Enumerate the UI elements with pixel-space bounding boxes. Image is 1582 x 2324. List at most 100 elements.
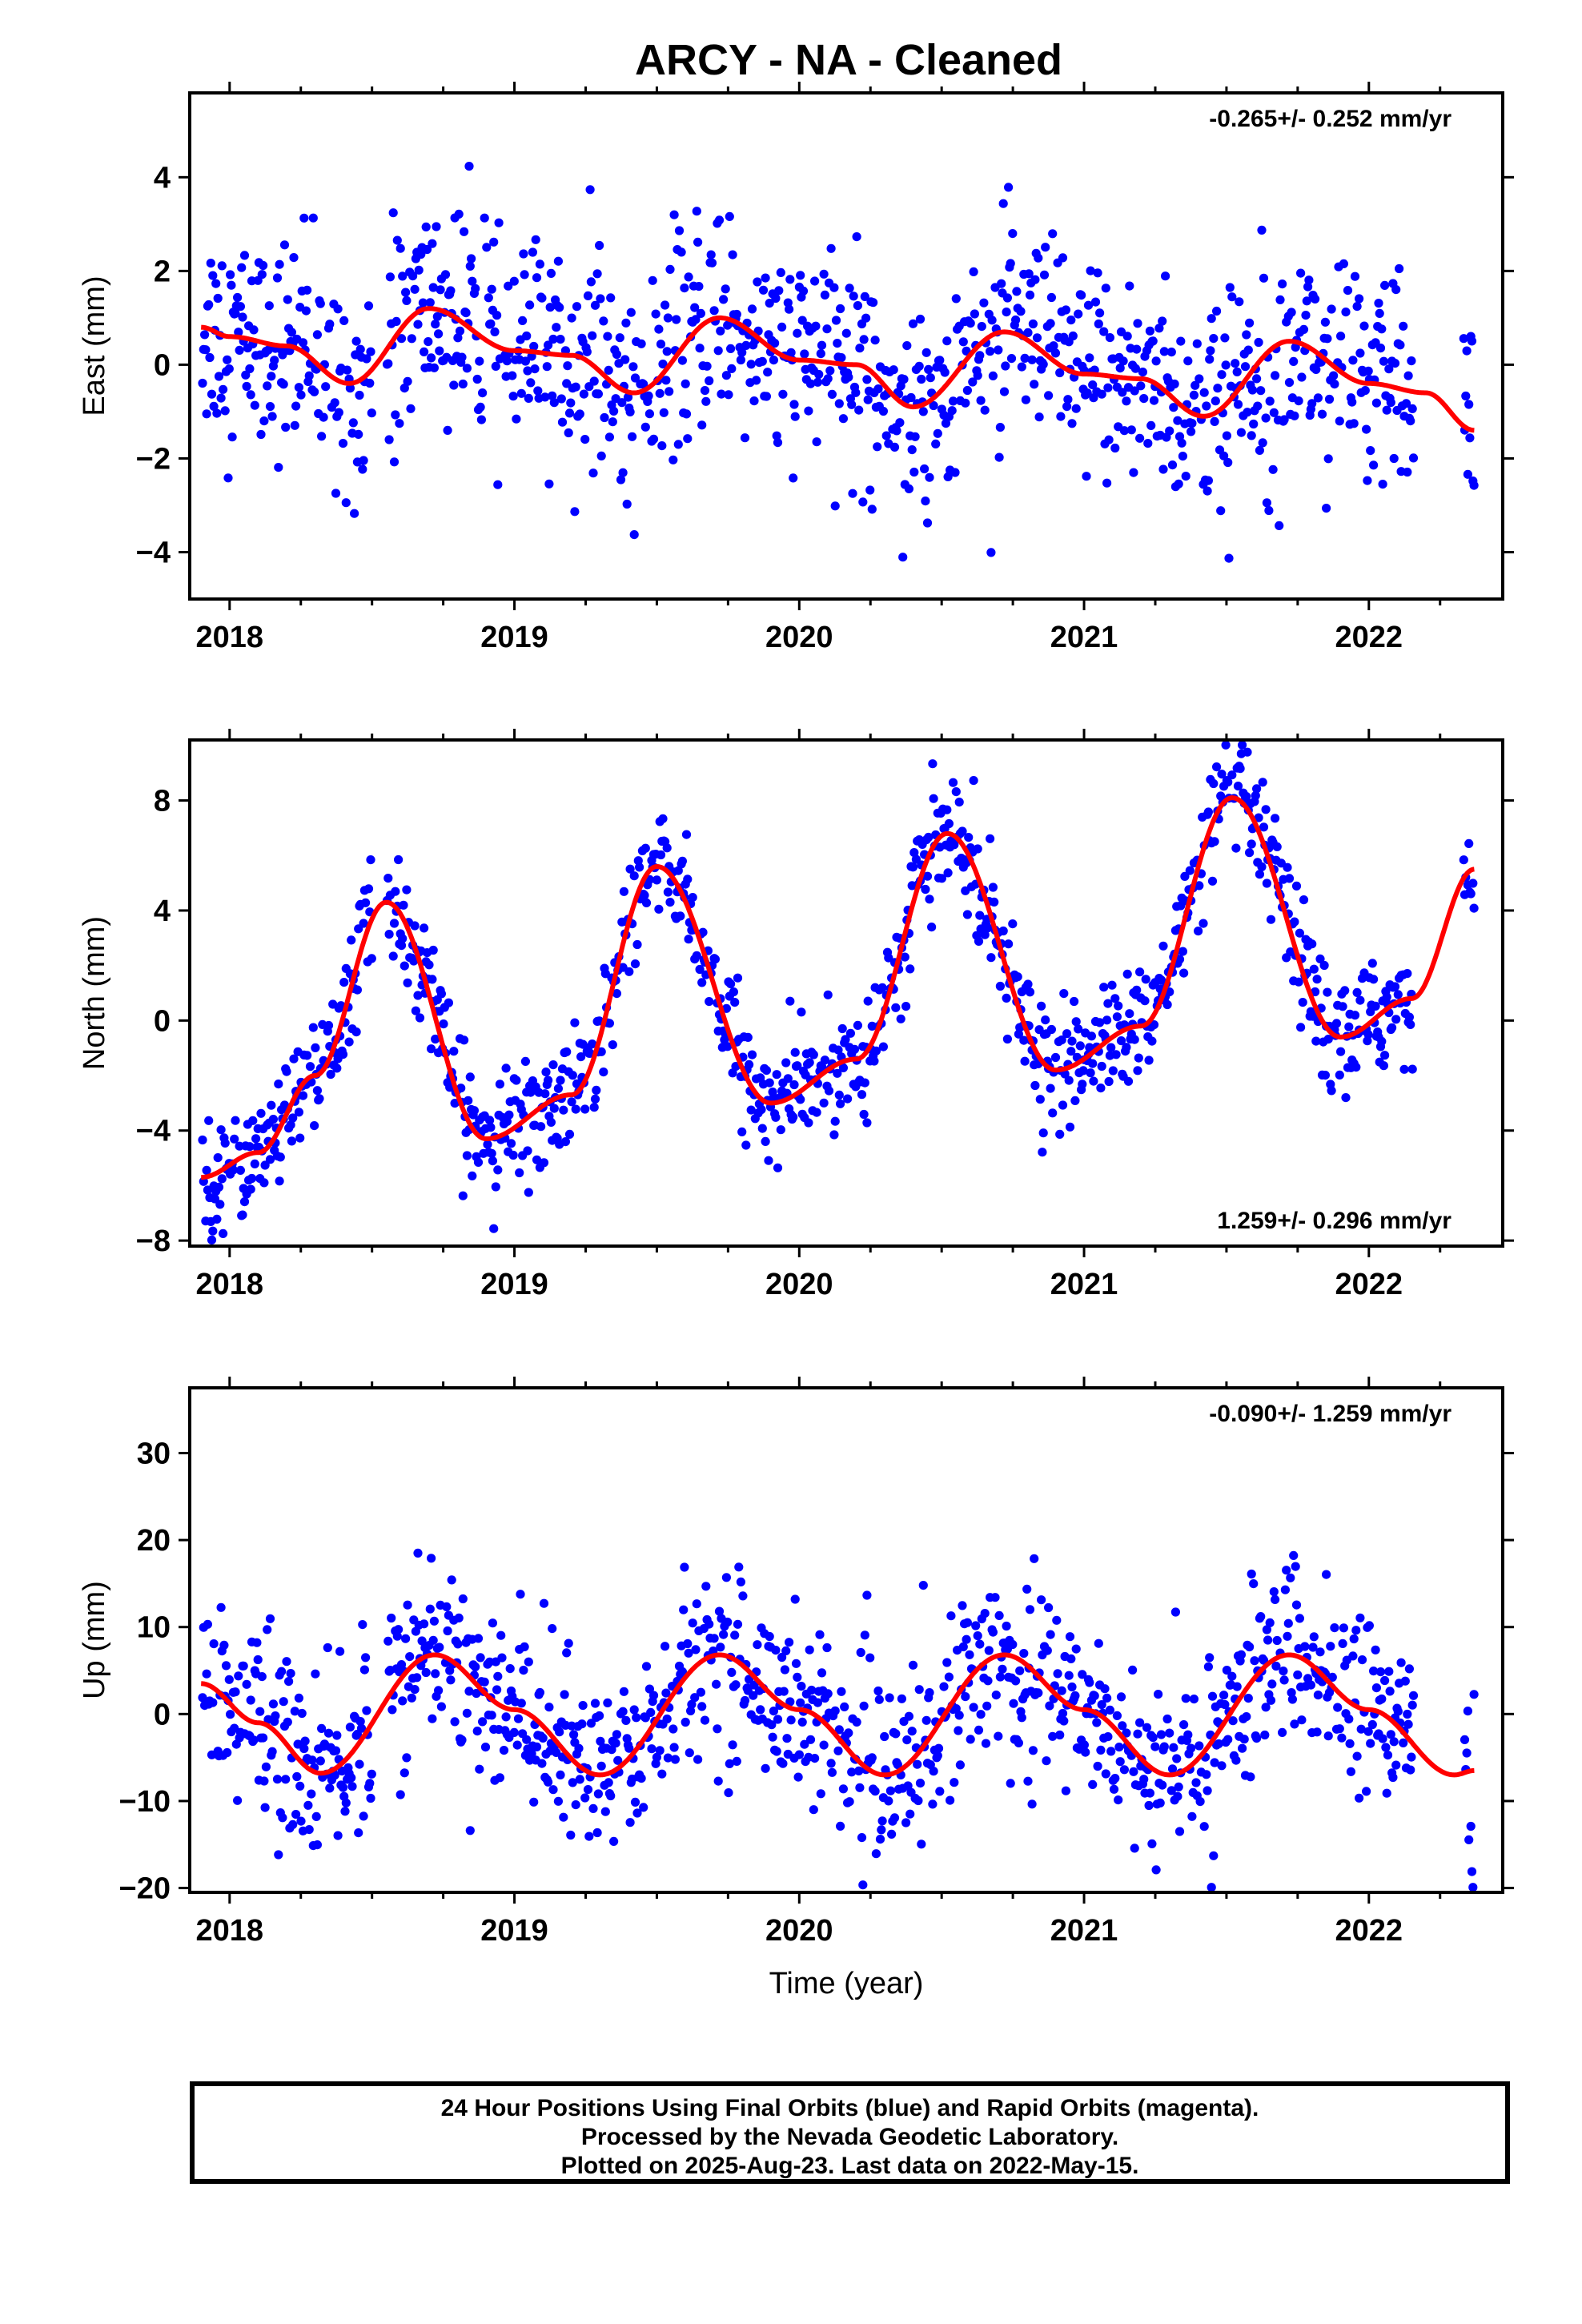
data-point xyxy=(333,304,343,314)
data-point xyxy=(1203,476,1213,485)
data-point xyxy=(859,1701,869,1711)
data-point xyxy=(420,1619,429,1629)
data-point xyxy=(330,1771,339,1780)
data-point xyxy=(781,1646,791,1655)
data-point xyxy=(1349,419,1359,428)
data-point xyxy=(394,854,404,865)
data-point xyxy=(954,798,964,807)
data-point xyxy=(731,1680,741,1690)
y-axis-label: North (mm) xyxy=(78,916,111,1070)
data-point xyxy=(520,1642,529,1651)
data-point xyxy=(516,388,526,398)
data-point xyxy=(595,240,604,251)
data-point xyxy=(1177,438,1186,448)
data-point xyxy=(1086,266,1095,275)
data-point xyxy=(910,432,920,441)
data-point xyxy=(1275,295,1285,304)
data-point xyxy=(198,1135,207,1145)
data-point xyxy=(1256,1612,1266,1622)
data-point xyxy=(1203,1662,1213,1671)
data-point xyxy=(424,337,433,347)
data-point xyxy=(475,356,484,366)
data-point xyxy=(796,1095,805,1104)
data-point xyxy=(284,1677,294,1687)
data-point xyxy=(407,1693,416,1703)
data-point xyxy=(1315,1647,1325,1657)
data-point xyxy=(519,1666,528,1675)
data-point xyxy=(539,1158,549,1168)
data-point xyxy=(761,392,772,401)
data-point xyxy=(488,1618,498,1628)
data-point xyxy=(1147,1839,1157,1848)
data-point xyxy=(311,1669,320,1679)
data-point xyxy=(399,900,408,910)
data-point xyxy=(413,320,423,329)
data-point xyxy=(679,1605,689,1614)
rate-annotation: -0.090+/- 1.259 mm/yr xyxy=(1209,1401,1452,1427)
data-point xyxy=(1317,409,1327,419)
data-point xyxy=(768,1732,777,1742)
data-point xyxy=(1322,1570,1331,1579)
data-point xyxy=(259,1776,269,1786)
data-point xyxy=(1466,1821,1476,1831)
data-point xyxy=(532,273,542,283)
data-point xyxy=(325,320,335,329)
data-point xyxy=(701,1582,711,1591)
data-point xyxy=(425,1604,435,1614)
data-point xyxy=(1272,842,1282,851)
data-point xyxy=(532,1742,542,1751)
data-point xyxy=(396,1790,405,1799)
data-point xyxy=(640,843,650,853)
data-point xyxy=(1336,1047,1346,1056)
data-point xyxy=(1359,321,1369,331)
data-point xyxy=(387,1705,397,1715)
data-point xyxy=(889,442,900,452)
data-point xyxy=(431,1034,440,1044)
data-point xyxy=(1097,1700,1106,1710)
data-point xyxy=(524,1657,533,1667)
data-point xyxy=(544,1703,554,1712)
data-point xyxy=(548,391,557,400)
data-point xyxy=(290,1707,299,1716)
data-point xyxy=(1034,412,1044,422)
data-point xyxy=(804,1118,813,1128)
data-point xyxy=(1130,1035,1139,1044)
data-point xyxy=(654,904,664,914)
data-point xyxy=(988,371,998,380)
data-point xyxy=(1320,1071,1330,1080)
data-point xyxy=(268,1115,278,1124)
data-point xyxy=(1085,1678,1094,1687)
data-point xyxy=(885,1693,894,1703)
data-point xyxy=(567,313,576,323)
data-point xyxy=(644,409,655,419)
data-point xyxy=(239,251,250,260)
data-point xyxy=(826,1759,836,1768)
y-tick-label: −8 xyxy=(136,1224,171,1258)
caption-line-3: Plotted on 2025-Aug-23. Last data on 202… xyxy=(560,2153,1139,2179)
data-point xyxy=(198,378,207,388)
data-point xyxy=(1283,862,1292,872)
data-point xyxy=(1339,259,1348,268)
data-point xyxy=(969,267,978,276)
data-point xyxy=(366,347,375,356)
data-point xyxy=(396,243,405,253)
data-point xyxy=(460,227,469,236)
data-point xyxy=(1143,439,1153,448)
data-point xyxy=(732,1756,741,1766)
data-point xyxy=(619,1687,629,1696)
data-point xyxy=(1399,321,1408,331)
data-point xyxy=(1052,1615,1062,1625)
data-point xyxy=(644,1684,655,1694)
data-point xyxy=(1165,426,1174,436)
model-fit-line xyxy=(200,306,1476,433)
data-point xyxy=(961,1692,970,1702)
data-point xyxy=(354,1828,363,1838)
data-point xyxy=(239,1661,248,1671)
data-point xyxy=(620,355,630,364)
data-point xyxy=(683,875,693,884)
data-point xyxy=(1019,1035,1029,1045)
data-point xyxy=(1327,304,1336,314)
data-point xyxy=(921,884,930,895)
data-point xyxy=(508,1150,518,1160)
data-point xyxy=(716,326,725,336)
